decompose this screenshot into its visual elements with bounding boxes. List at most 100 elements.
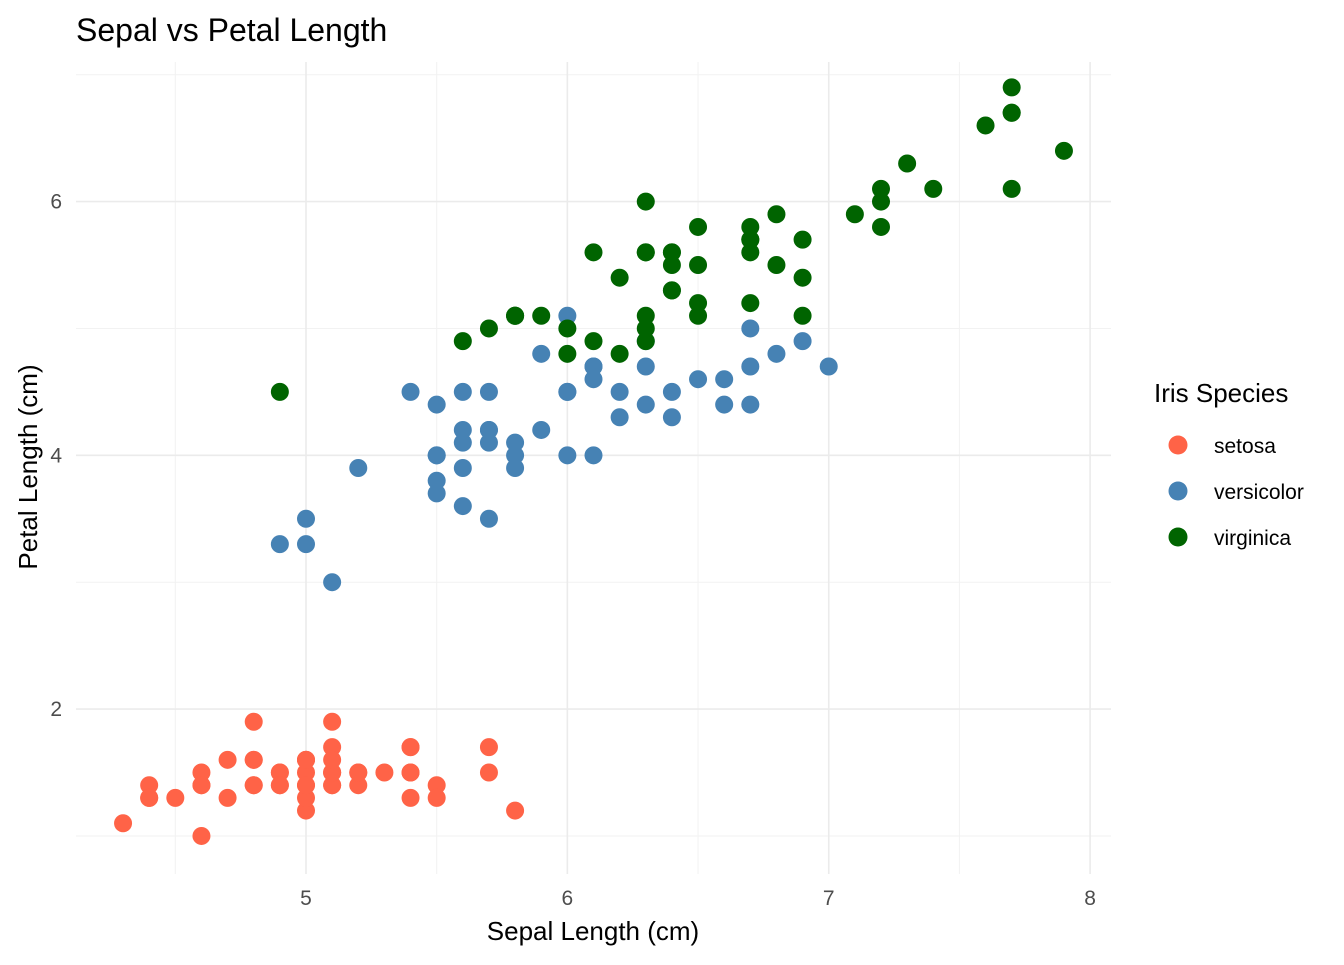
data-point (793, 230, 812, 249)
x-tick-label: 5 (300, 887, 312, 910)
series-setosa (114, 712, 525, 845)
data-point (636, 395, 655, 414)
series-virginica (270, 78, 1073, 401)
data-point (741, 243, 760, 262)
y-tick-label: 2 (50, 698, 62, 721)
data-point (166, 788, 185, 807)
data-point (741, 294, 760, 313)
data-point (297, 750, 315, 769)
data-point (689, 217, 708, 236)
data-point (584, 243, 603, 262)
data-point (427, 471, 446, 490)
data-point (297, 763, 315, 782)
data-point (506, 459, 525, 477)
data-point (192, 826, 211, 845)
data-point (401, 738, 420, 757)
data-point (872, 192, 890, 211)
data-point (506, 801, 525, 820)
data-point (558, 319, 577, 338)
data-point (610, 382, 629, 401)
data-point (767, 344, 786, 363)
data-points (114, 78, 1073, 845)
data-point (532, 420, 551, 439)
y-tick-label: 4 (50, 444, 62, 467)
data-point (453, 420, 472, 439)
data-point (689, 256, 708, 274)
data-point (662, 408, 681, 427)
data-point (479, 319, 498, 338)
data-point (636, 319, 655, 338)
data-point (323, 573, 342, 592)
data-point (297, 776, 315, 795)
data-point (323, 750, 342, 769)
data-point (297, 535, 315, 554)
data-point (636, 357, 655, 376)
data-point (532, 344, 551, 363)
data-point (636, 243, 655, 262)
data-point (741, 217, 760, 236)
legend-label-virginica: virginica (1214, 527, 1291, 550)
data-point (793, 306, 812, 325)
data-point (793, 332, 812, 351)
data-point (532, 306, 551, 325)
data-point (636, 332, 655, 351)
x-tick-label: 8 (1084, 887, 1096, 910)
legend-label-versicolor: versicolor (1214, 481, 1304, 504)
data-point (140, 776, 159, 795)
data-point (636, 192, 655, 211)
data-point (715, 395, 734, 414)
y-tick-label: 6 (50, 191, 62, 214)
data-point (140, 788, 159, 807)
series-versicolor (270, 306, 838, 592)
chart-title: Sepal vs Petal Length (76, 12, 387, 48)
data-point (401, 788, 420, 807)
data-point (114, 814, 133, 833)
data-point (872, 179, 890, 198)
data-point (479, 509, 498, 528)
data-point (898, 154, 917, 173)
data-point (479, 433, 498, 452)
data-point (558, 382, 577, 401)
data-point (218, 788, 237, 807)
data-point (1002, 179, 1021, 198)
data-point (453, 332, 472, 351)
data-point (767, 256, 786, 274)
data-point (662, 256, 681, 274)
data-point (244, 776, 263, 795)
data-point (584, 332, 603, 351)
data-point (297, 788, 315, 807)
data-point (453, 497, 472, 516)
data-point (610, 408, 629, 427)
legend-label-setosa: setosa (1214, 435, 1276, 458)
data-point (715, 370, 734, 389)
legend-key-versicolor (1168, 481, 1188, 501)
x-tick-label: 7 (823, 887, 835, 910)
data-point (297, 801, 315, 820)
data-point (427, 395, 446, 414)
data-point (323, 776, 342, 795)
data-point (819, 357, 838, 376)
data-point (479, 763, 498, 782)
legend-title: Iris Species (1154, 378, 1288, 408)
data-point (584, 370, 603, 389)
data-point (479, 382, 498, 401)
data-point (192, 776, 211, 795)
data-point (741, 319, 760, 338)
data-point (323, 712, 342, 731)
data-point (270, 776, 289, 795)
data-point (427, 446, 446, 465)
data-point (558, 446, 577, 465)
data-point (767, 205, 786, 224)
data-point (349, 763, 368, 782)
data-point (244, 750, 263, 769)
data-point (270, 763, 289, 782)
data-point (636, 306, 655, 325)
data-point (1054, 141, 1073, 160)
data-point (270, 535, 289, 554)
axis-ticks: 5 6 7 8 2 4 6 (50, 191, 1096, 910)
data-point (689, 370, 708, 389)
data-point (401, 382, 420, 401)
data-point (584, 357, 603, 376)
data-point (741, 395, 760, 414)
